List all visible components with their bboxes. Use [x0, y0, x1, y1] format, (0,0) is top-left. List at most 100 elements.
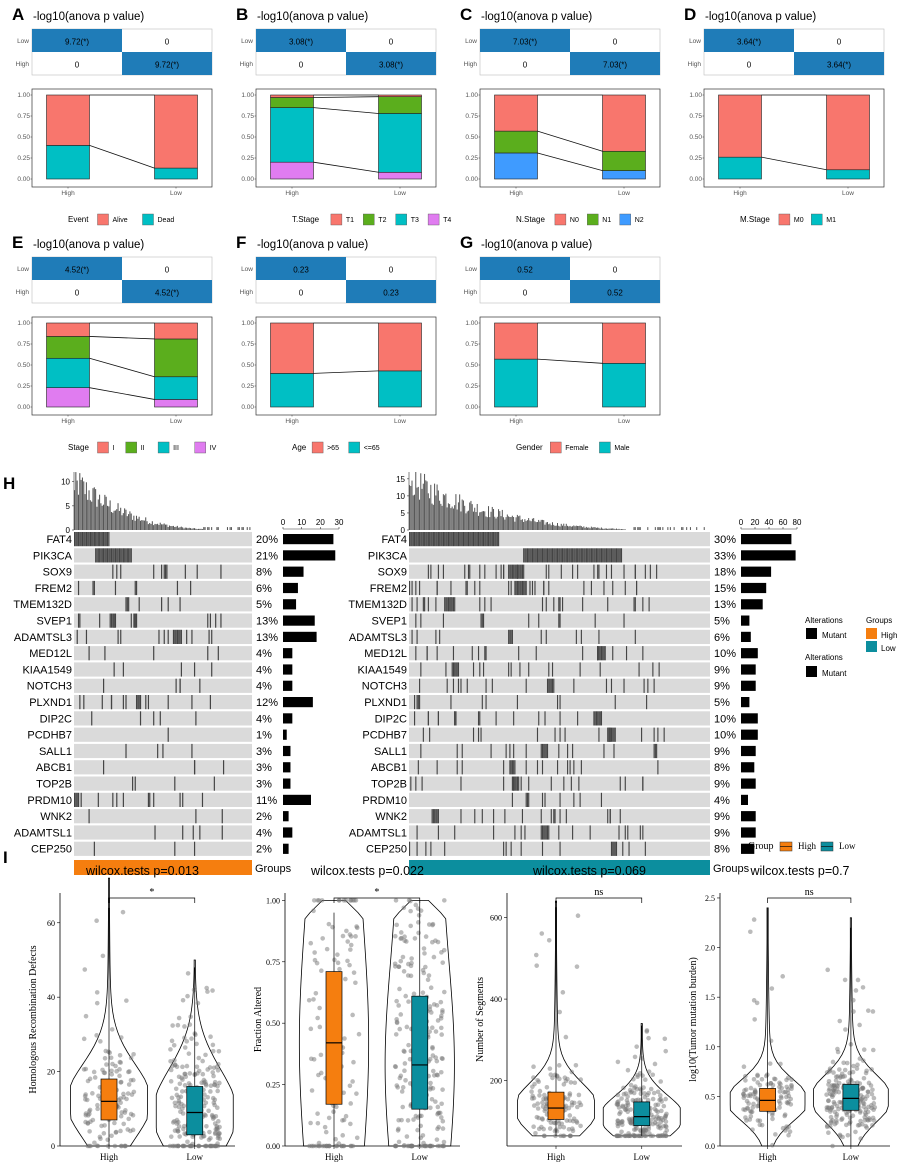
gene-percent: 11% [256, 795, 277, 807]
data-point [621, 1085, 626, 1091]
mutation-mark [192, 825, 194, 840]
data-point [619, 1118, 625, 1124]
mutation-mark [531, 548, 534, 563]
mutation-mark [514, 564, 516, 579]
data-point [743, 1078, 748, 1083]
mutation-mark [112, 792, 114, 807]
mutation-mark [481, 532, 483, 547]
mutant-label: Mutant [822, 669, 847, 678]
legend-high-label: High [798, 841, 817, 851]
mutation-mark [513, 743, 515, 759]
mutation-mark [472, 532, 475, 547]
data-point [862, 1118, 868, 1123]
mutation-mark [88, 809, 90, 824]
data-point [210, 1042, 216, 1048]
tmb-bar [558, 525, 560, 530]
mutation-mark [567, 743, 569, 759]
mutation-mark [554, 727, 556, 742]
tmb-bar [75, 472, 77, 530]
data-point [437, 1143, 443, 1149]
data-point [651, 1114, 656, 1120]
mutation-mark [590, 548, 592, 563]
mutation-mark [454, 711, 456, 726]
data-point [342, 1036, 347, 1041]
data-point [393, 1064, 399, 1070]
data-point [438, 1013, 444, 1019]
mutation-mark [439, 532, 441, 547]
tmb-bar [523, 521, 525, 530]
mutation-mark [117, 629, 119, 644]
mutation-mark [100, 548, 102, 563]
data-point [196, 1055, 202, 1061]
tmb-bar [95, 489, 97, 530]
anova-cell [346, 280, 436, 303]
gene-row-bg [74, 792, 252, 807]
mutation-mark [628, 841, 630, 856]
significance-bracket [555, 897, 643, 903]
data-point [844, 1110, 849, 1116]
tmb-bar [211, 527, 213, 530]
mutation-mark [430, 532, 432, 547]
y-tick-label: 0.00 [17, 404, 30, 411]
data-point [567, 1133, 573, 1139]
data-point [393, 898, 399, 903]
tmb-bar [133, 515, 135, 530]
mutation-mark [543, 580, 545, 596]
tmb-bar [196, 529, 198, 530]
mutation-mark [610, 564, 613, 579]
mutation-mark [511, 792, 513, 807]
mutation-mark [77, 580, 80, 596]
data-point [180, 997, 186, 1003]
tmb-bar [550, 525, 552, 530]
count-tick-label: 0 [739, 518, 744, 527]
data-point [405, 1118, 411, 1123]
mutation-mark [642, 825, 644, 840]
data-point [748, 1085, 754, 1091]
data-point [205, 1094, 211, 1100]
data-point [539, 1116, 545, 1121]
mutation-mark [161, 597, 163, 612]
y-axis-label: Number of Segments [475, 977, 486, 1062]
mutation-mark [598, 564, 600, 579]
data-point [647, 1131, 652, 1136]
mutation-mark [513, 564, 515, 579]
tmb-bar [573, 525, 575, 530]
gene-count-bar [741, 811, 756, 822]
y-tick-label: 0.50 [689, 134, 702, 141]
data-point [777, 1084, 782, 1090]
data-point [121, 1091, 126, 1097]
data-point [578, 1077, 584, 1082]
mutation-mark [564, 727, 566, 742]
data-point [554, 1073, 560, 1078]
data-point [394, 922, 399, 928]
anova-cell-value: 7.03(*) [513, 38, 537, 47]
mutation-mark [409, 532, 411, 547]
data-point [308, 1120, 313, 1126]
data-point [406, 1042, 411, 1048]
tmb-bar [412, 495, 414, 530]
mutation-mark [580, 629, 582, 644]
mutation-mark [597, 548, 599, 563]
mutant-swatch [806, 628, 817, 639]
data-point [871, 1101, 877, 1106]
gene-label: SOX9 [43, 567, 72, 579]
mutation-mark [545, 743, 547, 759]
tmb-bar [476, 503, 478, 530]
data-point [615, 1118, 621, 1124]
x-tick-label: High [733, 190, 747, 197]
mutation-mark [633, 597, 635, 612]
legend-label: T3 [411, 217, 419, 224]
gene-label: PIK3CA [33, 550, 73, 562]
gene-percent: 13% [256, 616, 278, 628]
mutation-mark [83, 532, 85, 547]
anova-cell [704, 29, 794, 52]
connector-line [313, 107, 379, 114]
tmb-bar [535, 522, 537, 530]
mutation-mark [436, 809, 438, 824]
gene-percent: 1% [256, 730, 272, 742]
mutation-mark [452, 532, 455, 547]
mutation-mark [498, 532, 500, 547]
tmb-bar [565, 523, 567, 530]
mutation-mark [122, 662, 124, 677]
data-point [184, 1063, 190, 1069]
